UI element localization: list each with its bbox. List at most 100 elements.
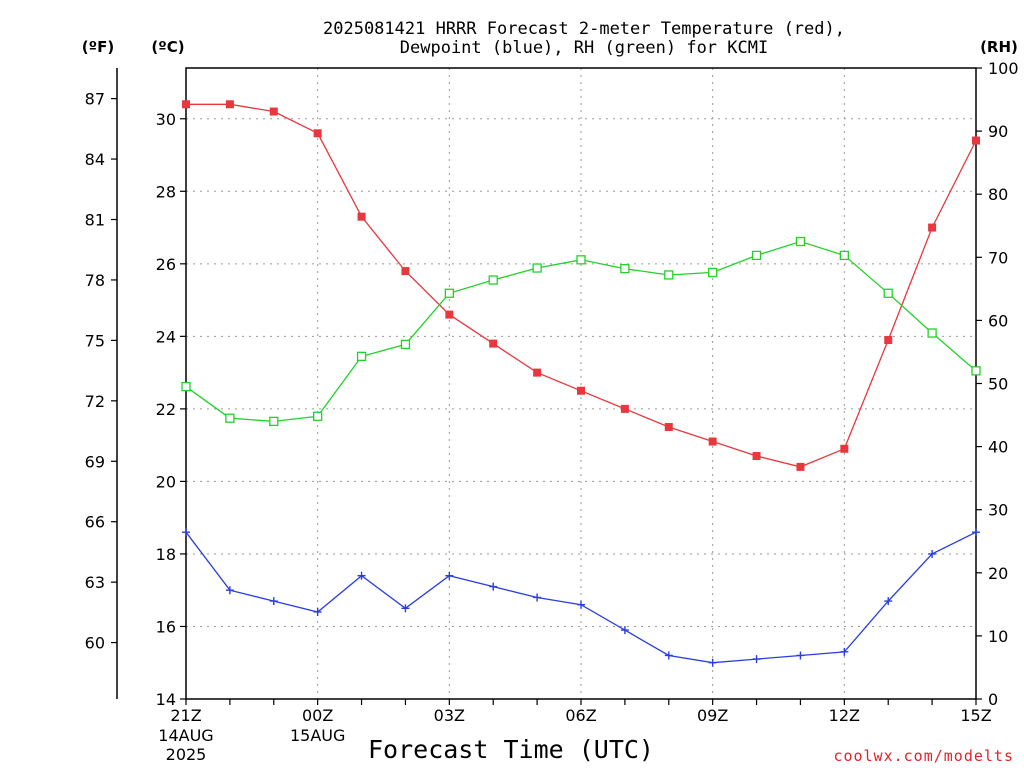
dewpoint-point: [269, 597, 278, 606]
celsius-tick-label: 20: [156, 472, 176, 491]
rh-point: [356, 351, 367, 362]
x-tick-date-label: 15AUG: [290, 726, 345, 745]
celsius-tick-label: 22: [156, 400, 176, 419]
dewpoint-point: [664, 651, 673, 660]
dewpoint-point: [313, 607, 322, 616]
celsius-tick-label: 26: [156, 255, 176, 274]
rh-point: [269, 416, 279, 427]
dewpoint-point: [182, 528, 190, 537]
x-tick-label: 15Z: [960, 706, 991, 725]
x-tick-label: 09Z: [697, 706, 728, 725]
rh-point: [620, 264, 630, 274]
temperature-point: [752, 452, 761, 461]
fahrenheit-tick-label: 69: [85, 452, 105, 471]
temperature-point: [182, 100, 190, 109]
temperature-point: [577, 386, 585, 395]
dewpoint-point: [577, 600, 585, 609]
fahrenheit-tick-label: 60: [85, 634, 105, 653]
dewpoint-point: [884, 597, 893, 606]
dewpoint-point: [445, 571, 454, 580]
chart-title-line2: Dewpoint (blue), RH (green) for KCMI: [400, 38, 768, 58]
x-tick-date-label: 2025: [166, 745, 207, 764]
temperature-point: [664, 423, 673, 432]
rh-point: [576, 255, 586, 265]
dewpoint-point: [840, 647, 849, 656]
celsius-tick-label: 24: [156, 327, 176, 346]
temperature-point: [445, 310, 454, 319]
rh-tick-label: 0: [988, 690, 998, 709]
rh-tick-label: 100: [988, 59, 1019, 78]
x-tick-label: 03Z: [434, 706, 465, 725]
dewpoint-point: [401, 604, 410, 613]
rh-point: [708, 267, 718, 278]
x-axis-title: Forecast Time (UTC): [368, 735, 654, 764]
temperature-point: [269, 107, 278, 116]
credit-text: coolwx.com/modelts: [833, 747, 1014, 765]
rh-tick-label: 50: [988, 375, 1008, 394]
fahrenheit-tick-label: 84: [85, 150, 105, 169]
temperature-point: [533, 368, 542, 377]
rh-point: [313, 411, 323, 421]
rh-tick-label: 10: [988, 627, 1008, 646]
celsius-unit-label: (ºC): [151, 38, 184, 56]
fahrenheit-tick-label: 81: [85, 211, 105, 230]
temperature-point: [796, 462, 805, 471]
rh-series: [181, 236, 981, 427]
x-tick-label: 00Z: [302, 706, 333, 725]
fahrenheit-tick-label: 63: [85, 573, 105, 592]
rh-tick-label: 80: [988, 185, 1008, 204]
fahrenheit-tick-label: 75: [85, 331, 105, 350]
dewpoint-point: [972, 528, 980, 537]
x-tick-date-label: 14AUG: [158, 726, 213, 745]
temperature-point: [357, 212, 366, 221]
x-tick-label: 12Z: [829, 706, 860, 725]
temperature-point: [972, 136, 980, 145]
celsius-tick-label: 18: [156, 545, 176, 564]
rh-point: [225, 413, 235, 423]
rh-point: [795, 236, 806, 247]
dewpoint-point: [357, 571, 366, 580]
rh-tick-label: 30: [988, 501, 1008, 520]
rh-unit-label: (RH): [980, 38, 1018, 56]
x-tick-label: 21Z: [170, 706, 201, 725]
rh-tick-label: 60: [988, 311, 1008, 330]
rh-point: [664, 270, 674, 280]
rh-point: [883, 288, 893, 298]
rh-point: [532, 263, 542, 273]
temperature-point: [225, 100, 234, 109]
rh-tick-label: 40: [988, 438, 1008, 457]
data-series: [181, 100, 981, 667]
fahrenheit-unit-label: (ºF): [82, 38, 114, 56]
dewpoint-point: [533, 593, 542, 602]
rh-tick-label: 70: [988, 248, 1008, 267]
celsius-tick-label: 16: [156, 617, 176, 636]
rh-tick-label: 20: [988, 564, 1008, 583]
fahrenheit-tick-label: 66: [85, 513, 105, 532]
temperature-point: [928, 223, 937, 232]
temperature-point: [884, 335, 893, 344]
temperature-point: [708, 437, 717, 446]
temperature-point: [489, 339, 498, 348]
rh-point: [971, 366, 981, 376]
temperature-point: [840, 444, 849, 453]
tick-labels: 1416182022242628306063666972757881848701…: [85, 59, 1019, 764]
rh-point: [488, 275, 498, 285]
x-tick-label: 06Z: [565, 706, 596, 725]
grid: [186, 68, 976, 699]
dewpoint-point: [796, 651, 805, 660]
fahrenheit-tick-label: 78: [85, 271, 105, 290]
rh-point: [751, 250, 762, 261]
celsius-tick-label: 30: [156, 110, 176, 129]
dewpoint-point: [225, 586, 234, 595]
axes: [111, 67, 982, 705]
rh-point: [444, 288, 454, 298]
dewpoint-point: [752, 655, 761, 664]
celsius-tick-label: 14: [156, 690, 176, 709]
dewpoint-point: [489, 582, 498, 591]
temperature-series: [182, 100, 980, 471]
temperature-point: [313, 129, 322, 138]
dewpoint-point: [708, 658, 717, 667]
dewpoint-point: [928, 549, 937, 558]
rh-point: [839, 250, 849, 261]
